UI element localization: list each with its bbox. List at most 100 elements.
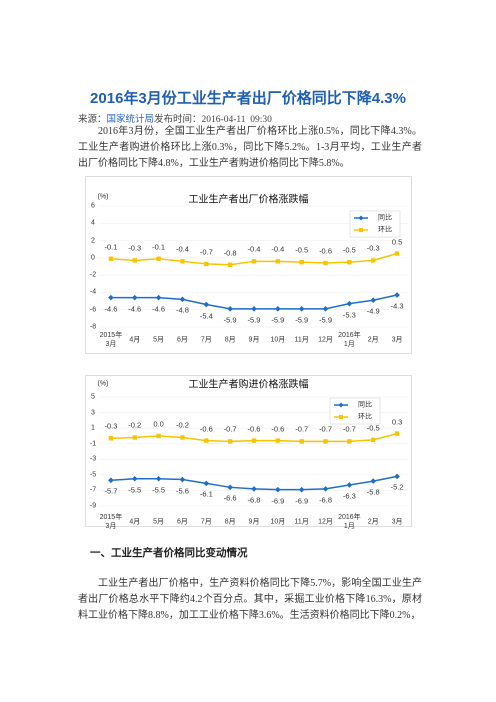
data-label: -0.5 xyxy=(366,423,380,433)
data-label: -5.8 xyxy=(366,487,380,497)
data-label: -5.4 xyxy=(199,311,213,321)
point-marker xyxy=(371,258,376,263)
x-tick-label: 9月 xyxy=(248,518,260,526)
point-marker xyxy=(108,477,114,484)
legend-label: 同比 xyxy=(358,401,372,409)
source-label: 来源： xyxy=(78,115,107,125)
data-label: -0.4 xyxy=(271,244,285,254)
data-label: -6.6 xyxy=(223,493,237,503)
legend-marker xyxy=(359,228,363,232)
data-label: -4.6 xyxy=(104,304,118,314)
data-label: -4.6 xyxy=(128,304,142,314)
point-marker xyxy=(131,475,138,482)
data-label: -5.7 xyxy=(104,486,118,496)
point-marker xyxy=(251,438,257,443)
data-label: -0.2 xyxy=(128,420,142,430)
x-tick-label: 10月 xyxy=(270,336,286,344)
y-tick-label: 6 xyxy=(91,202,95,210)
point-marker xyxy=(108,256,114,261)
data-label: -5.3 xyxy=(342,310,356,320)
y-tick-label: 2 xyxy=(91,237,95,245)
legend-box xyxy=(349,210,401,238)
data-label: -0.4 xyxy=(175,244,189,254)
data-label: -0.7 xyxy=(295,424,309,434)
point-marker xyxy=(275,486,281,493)
data-label: -4.8 xyxy=(175,305,189,315)
data-label: -4.6 xyxy=(152,304,166,314)
legend-label: 同比 xyxy=(378,214,392,222)
data-label: -0.2 xyxy=(175,420,189,430)
data-label: -0.8 xyxy=(223,248,237,258)
data-label: -0.7 xyxy=(199,247,213,257)
source-link[interactable]: 国家统计局 xyxy=(106,115,155,125)
data-label: -0.6 xyxy=(271,424,285,434)
point-marker xyxy=(371,437,376,443)
point-marker xyxy=(370,478,377,484)
legend-box xyxy=(329,397,381,425)
x-tick-label: 2015年 3月 xyxy=(99,514,123,530)
y-tick-label: -9 xyxy=(89,502,97,510)
x-tick-label: 6月 xyxy=(177,518,188,526)
point-marker xyxy=(203,301,210,308)
point-marker xyxy=(323,439,328,444)
y-axis-label: (%) xyxy=(97,193,109,201)
point-marker xyxy=(275,438,281,443)
data-label: -0.3 xyxy=(366,243,380,253)
x-tick-label: 7月 xyxy=(200,518,212,526)
chart: 工业生产者购进价格涨跌幅 (%) -9 -7 -5 -3 -1 1 3 5 2015年 3月 4月 5月… xyxy=(85,375,412,530)
data-label: -0.1 xyxy=(104,242,118,252)
point-marker xyxy=(179,296,186,303)
point-marker xyxy=(156,433,161,439)
data-label: -0.4 xyxy=(247,244,261,254)
x-tick-label: 12月 xyxy=(318,336,333,344)
data-label: -0.5 xyxy=(342,245,356,255)
y-tick-label: -6 xyxy=(89,306,97,314)
point-marker xyxy=(394,473,400,480)
point-marker xyxy=(347,439,352,444)
legend-label: 环比 xyxy=(378,226,392,234)
data-label: -6.8 xyxy=(247,495,261,505)
x-tick-label: 12月 xyxy=(318,518,333,526)
x-tick-label: 9月 xyxy=(248,336,260,344)
paragraph: 工业生产者出厂价格中，生产资料价格同比下降5.7%，影响全国工业生产者出厂价格总… xyxy=(78,578,422,621)
data-label: -0.6 xyxy=(247,424,261,434)
x-tick-label: 2016年 1月 xyxy=(338,514,361,530)
x-tick-label: 4月 xyxy=(129,518,141,526)
data-label: 0.5 xyxy=(391,237,403,247)
point-marker xyxy=(251,486,257,492)
data-label: -5.5 xyxy=(152,485,166,495)
chart-title: 工业生产者出厂价格涨跌幅 xyxy=(188,194,309,206)
point-marker xyxy=(346,300,353,307)
point-marker xyxy=(322,486,329,492)
y-tick-label: -4 xyxy=(89,288,97,296)
chart: 工业生产者出厂价格涨跌幅 (%) -8 -6 -4 -2 0 2 4 6 2015年 3月 4月 5月 6… xyxy=(85,176,412,354)
point-marker xyxy=(179,476,186,483)
data-label: -6.1 xyxy=(199,489,213,499)
data-label: -6.8 xyxy=(319,495,332,505)
point-marker xyxy=(108,294,114,301)
point-marker xyxy=(108,436,114,441)
x-tick-label: 5月 xyxy=(153,518,165,526)
data-label: -0.3 xyxy=(128,243,142,253)
x-tick-label: 5月 xyxy=(153,336,165,344)
data-label: -6.3 xyxy=(342,491,356,501)
y-tick-label: 5 xyxy=(91,393,95,401)
data-label: -0.7 xyxy=(319,424,332,434)
title: 2016年3月份工业生产者出厂价格同比下降4.3% xyxy=(90,90,406,107)
point-marker xyxy=(204,438,209,443)
y-tick-label: -8 xyxy=(89,323,97,331)
plot xyxy=(99,396,409,507)
x-tick-label: 11月 xyxy=(294,336,309,344)
x-tick-label: 8月 xyxy=(224,518,236,526)
y-tick-label: 1 xyxy=(91,424,95,432)
data-label: -4.9 xyxy=(366,306,380,316)
data-label: -6.9 xyxy=(271,496,285,506)
legend-marker xyxy=(339,415,343,419)
data-label: -0.7 xyxy=(223,424,237,434)
data-label: 0.3 xyxy=(391,417,403,427)
point-marker xyxy=(275,306,281,312)
data-label: -0.6 xyxy=(199,424,213,434)
data-label: -5.5 xyxy=(128,485,142,495)
plot xyxy=(99,205,409,328)
data-label: -5.9 xyxy=(319,315,332,325)
